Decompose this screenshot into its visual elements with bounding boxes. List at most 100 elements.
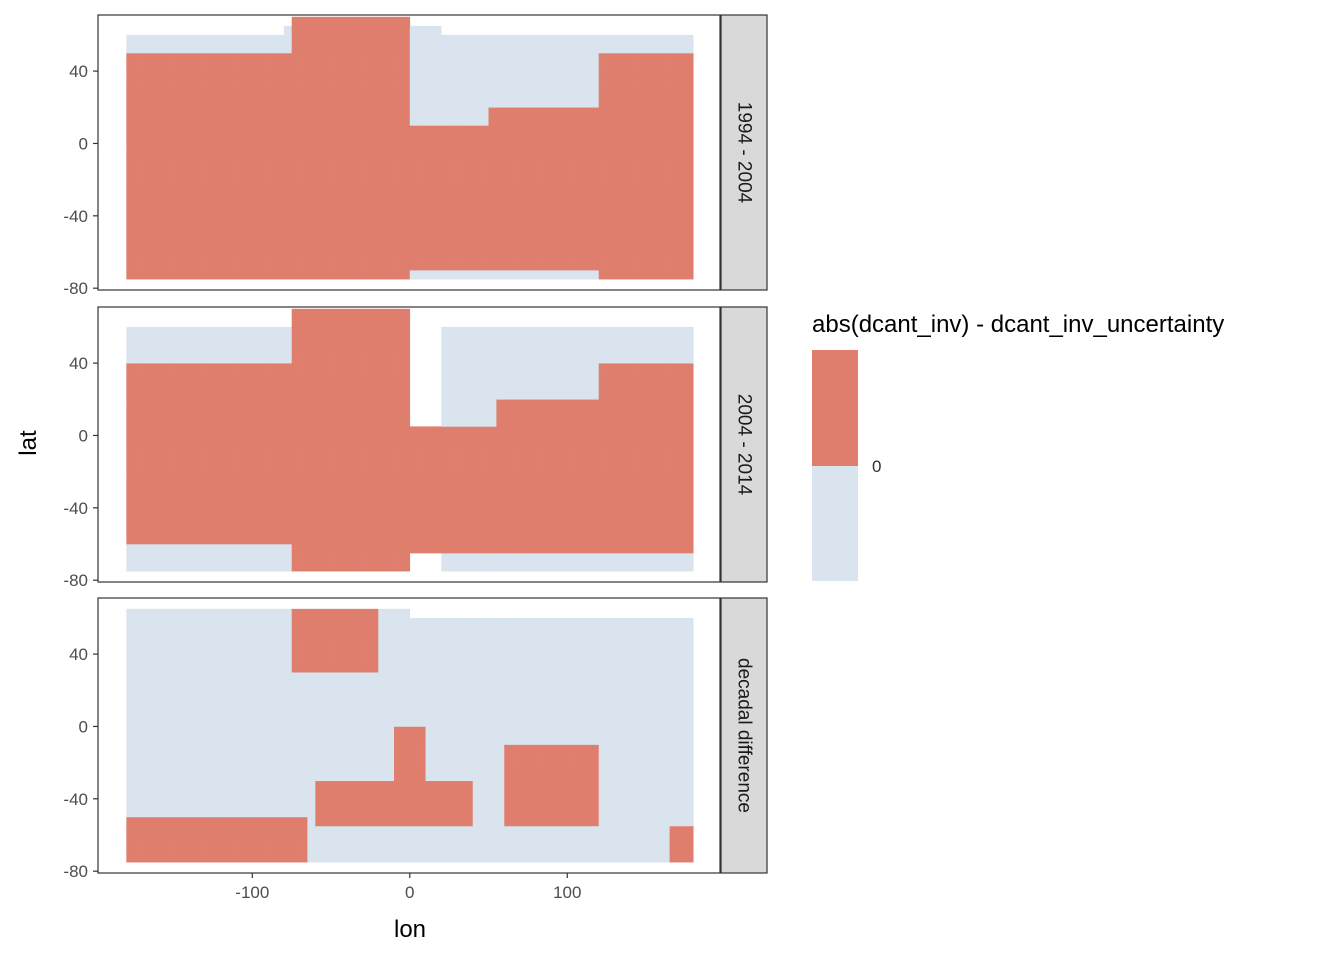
heatmap-cell-above [283, 507, 292, 518]
heatmap-cell-below [126, 807, 135, 818]
heatmap-cell-below [677, 354, 686, 364]
heatmap-cell-above [496, 206, 505, 217]
heatmap-cell-above [464, 188, 474, 199]
heatmap-cell-above [134, 471, 143, 481]
heatmap-cell-above [283, 252, 292, 262]
heatmap-cell-above [362, 161, 371, 171]
heatmap-cell-below [614, 562, 623, 572]
heatmap-cell-above [228, 89, 237, 99]
heatmap-cell-above [590, 252, 600, 262]
heatmap-cell-below [283, 645, 292, 655]
heatmap-cell-above [275, 161, 285, 171]
heatmap-cell-above [645, 52, 655, 63]
heatmap-cell-below [543, 98, 552, 108]
heatmap-cell-above [220, 489, 229, 500]
heatmap-cell-above [559, 197, 568, 208]
heatmap-cell-above [677, 71, 686, 81]
heatmap-cell-below [441, 399, 450, 409]
facet-strip-label: 2004 - 2014 [734, 394, 755, 496]
heatmap-cell-below [205, 344, 214, 355]
heatmap-cell-above [260, 363, 269, 373]
heatmap-cell-above [677, 206, 686, 217]
heatmap-cell-below [543, 326, 552, 337]
heatmap-cell-below [197, 735, 206, 745]
heatmap-cell-below [512, 562, 521, 572]
heatmap-cell-above [685, 544, 694, 554]
heatmap-cell-above [378, 562, 387, 572]
heatmap-cell-above [425, 516, 434, 527]
heatmap-cell-above [433, 435, 442, 445]
heatmap-cell-above [307, 170, 316, 180]
heatmap-cell-above [425, 206, 434, 217]
heatmap-cell-above [472, 242, 481, 253]
heatmap-cell-above [394, 98, 403, 108]
heatmap-cell-below [590, 372, 600, 382]
heatmap-cell-below [134, 753, 143, 763]
heatmap-cell-below [244, 654, 253, 664]
heatmap-cell-above [165, 125, 174, 135]
heatmap-cell-above [126, 435, 135, 445]
heatmap-cell-above [677, 270, 686, 280]
heatmap-cell-above [370, 780, 379, 791]
heatmap-cell-below [370, 771, 379, 782]
heatmap-cell-above [354, 789, 363, 800]
heatmap-cell-below [464, 89, 474, 99]
heatmap-cell-above [685, 261, 694, 271]
heatmap-cell-above [614, 98, 623, 108]
heatmap-cell-above [520, 233, 529, 244]
heatmap-cell-above [417, 489, 426, 500]
heatmap-cell-above [488, 261, 497, 271]
heatmap-cell-above [401, 143, 411, 153]
heatmap-cell-above [252, 52, 261, 63]
heatmap-cell-below [457, 354, 466, 364]
heatmap-cell-below [228, 544, 237, 554]
heatmap-cell-above [480, 224, 489, 235]
heatmap-cell-above [149, 507, 159, 518]
heatmap-cell-above [520, 498, 529, 509]
heatmap-cell-above [378, 107, 387, 117]
heatmap-cell-below [354, 844, 363, 854]
heatmap-cell-above [126, 381, 135, 391]
heatmap-cell-above [212, 261, 222, 271]
heatmap-cell-below [315, 825, 324, 836]
heatmap-cell-above [331, 197, 340, 208]
heatmap-cell-below [512, 553, 521, 563]
heatmap-cell-below [394, 672, 403, 682]
heatmap-cell-above [464, 125, 474, 135]
heatmap-cell-below [441, 553, 450, 563]
heatmap-cell-above [401, 816, 411, 827]
heatmap-cell-above [567, 462, 576, 472]
heatmap-cell-below [504, 52, 513, 63]
heatmap-cell-above [472, 453, 481, 463]
heatmap-cell-above [299, 152, 308, 162]
heatmap-cell-above [409, 789, 418, 800]
heatmap-cell-above [323, 188, 332, 199]
heatmap-cell-below [575, 372, 584, 382]
heatmap-cell-above [134, 507, 143, 518]
heatmap-cell-above [283, 206, 292, 217]
heatmap-cell-above [346, 444, 355, 454]
heatmap-cell-below [283, 672, 292, 682]
heatmap-cell-above [645, 507, 655, 518]
heatmap-cell-below [275, 753, 285, 763]
heatmap-cell-above [291, 270, 300, 280]
heatmap-cell-above [134, 435, 143, 445]
heatmap-cell-below [583, 372, 592, 382]
heatmap-cell-below [480, 562, 489, 572]
heatmap-cell-below [244, 780, 253, 791]
heatmap-cell-above [457, 480, 466, 491]
heatmap-cell-above [338, 534, 348, 545]
heatmap-cell-below [567, 372, 576, 382]
heatmap-cell-below [205, 672, 214, 682]
heatmap-cell-above [362, 381, 371, 391]
heatmap-cell-below [244, 744, 253, 754]
heatmap-cell-above [354, 242, 363, 253]
heatmap-cell-above [354, 534, 363, 545]
heatmap-cell-above [378, 62, 387, 72]
heatmap-cell-above [197, 116, 206, 126]
heatmap-cell-above [661, 170, 670, 180]
heatmap-cell-below [653, 326, 663, 337]
heatmap-cell-above [583, 444, 592, 454]
heatmap-cell-above [338, 25, 348, 36]
heatmap-cell-above [323, 344, 332, 355]
